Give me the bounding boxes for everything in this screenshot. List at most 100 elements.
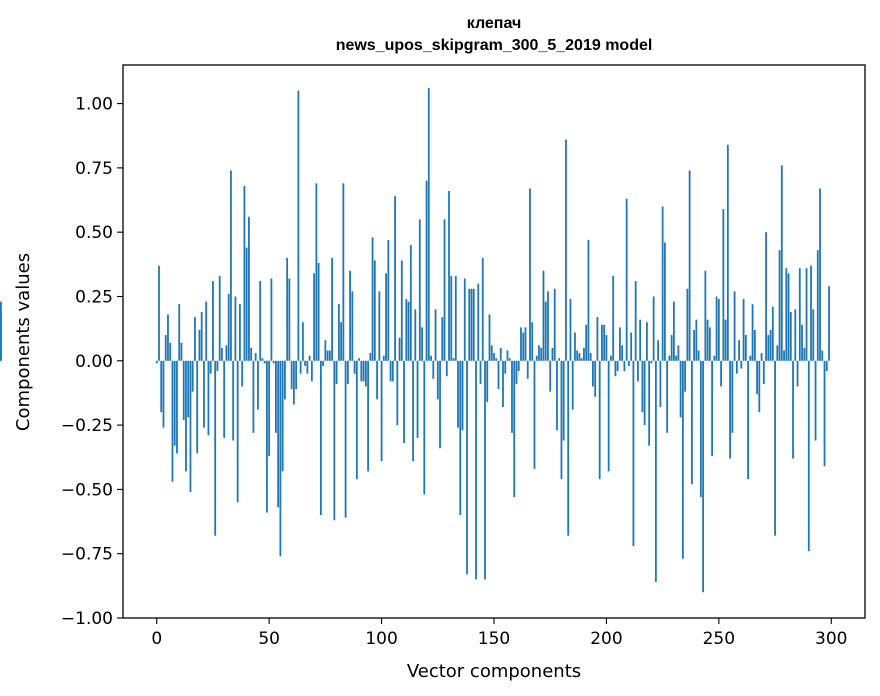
bar-116 [416, 360, 419, 438]
bar-157 [508, 358, 511, 361]
bar-121 [427, 88, 430, 361]
bar-280 [785, 268, 788, 361]
bar-37 [239, 304, 241, 361]
bar-144 [479, 360, 482, 384]
bar-112 [407, 301, 410, 361]
bar-207 [621, 345, 624, 361]
bar-11 [180, 342, 183, 361]
bar-278 [780, 165, 783, 361]
bar-250 [717, 299, 720, 361]
bar-169 [535, 355, 538, 361]
x-tick-label: 50 [258, 629, 280, 649]
bar-60 [290, 360, 293, 390]
bar-221 [652, 296, 655, 361]
bar-14 [187, 360, 190, 418]
bar-141 [472, 288, 475, 361]
y-tick-label: 0.25 [75, 287, 113, 307]
bar-274 [771, 306, 774, 361]
bar-15 [189, 360, 192, 492]
bar-156 [506, 350, 509, 361]
bar-256 [731, 360, 734, 433]
bar-47 [261, 358, 264, 361]
bar-187 [576, 350, 579, 361]
bar-117 [418, 219, 421, 361]
bar-293 [814, 360, 817, 441]
bar-173 [544, 301, 547, 361]
bar-241 [697, 350, 700, 361]
bar-185 [571, 360, 574, 410]
bar-237 [688, 170, 691, 361]
bar-45 [257, 360, 259, 410]
bar-53 [275, 360, 277, 433]
bar-226 [663, 242, 666, 361]
bar-25 [212, 281, 214, 361]
bar-258 [735, 360, 738, 374]
bar-284 [794, 309, 797, 361]
bar-260 [740, 360, 743, 369]
bar-64 [299, 360, 302, 374]
bar-245 [706, 319, 709, 361]
bar-265 [751, 304, 754, 361]
bar-77 [328, 350, 331, 361]
bar-127 [441, 317, 444, 361]
bar-84 [344, 360, 347, 518]
bar-288 [803, 347, 806, 361]
bar-59 [288, 278, 291, 361]
bar-204 [614, 360, 617, 377]
bar-123 [432, 360, 435, 379]
bar-48 [263, 360, 266, 364]
bar-170 [538, 345, 540, 361]
bar-191 [585, 324, 588, 361]
bar-79 [333, 360, 336, 521]
bar-211 [630, 332, 633, 361]
bar-94 [367, 360, 369, 472]
bar-97 [373, 260, 376, 361]
bar-107 [396, 360, 399, 426]
bar-137 [463, 278, 466, 361]
x-tick-label: 100 [365, 629, 397, 649]
bar-206 [619, 327, 621, 361]
bar-68 [308, 355, 311, 361]
bar-298 [825, 360, 828, 372]
plot-frame [122, 64, 866, 619]
bar-101 [382, 355, 385, 361]
bar-263 [747, 360, 749, 480]
bar-224 [659, 360, 662, 408]
bar-96 [371, 237, 374, 361]
bar-251 [720, 360, 722, 387]
bar-186 [574, 332, 576, 361]
bar-39 [243, 185, 246, 361]
bar-168 [533, 360, 536, 469]
bar-128 [443, 219, 446, 361]
bar-261 [742, 299, 745, 361]
bar-176 [551, 347, 554, 361]
bar-196 [596, 317, 599, 361]
bar-167 [531, 322, 534, 361]
bar-246 [708, 327, 711, 361]
chart-subtitle: news_upos_skipgram_300_5_2019 model [336, 37, 653, 54]
bar-285 [796, 360, 799, 387]
bar-32 [227, 293, 230, 361]
bar-90 [358, 358, 360, 361]
bar-93 [364, 360, 367, 387]
bar-248 [713, 355, 716, 361]
bar-272 [767, 335, 770, 361]
bar-239 [693, 329, 696, 361]
y-tick-label: −0.25 [61, 416, 113, 436]
bar-1 [158, 265, 160, 361]
bar-242 [699, 360, 702, 498]
bar-215 [639, 319, 642, 361]
bar-131 [450, 275, 453, 361]
bar-89 [355, 360, 358, 480]
bar-287 [801, 324, 803, 361]
bar-174 [547, 291, 549, 361]
bar-50 [268, 360, 271, 456]
bar-183 [567, 360, 570, 536]
bar-164 [524, 327, 527, 361]
bar-95 [369, 353, 372, 361]
bar-193 [589, 353, 592, 361]
bar-51 [270, 278, 273, 361]
bar-61 [292, 360, 295, 405]
bar-12 [182, 360, 185, 420]
bar-291 [810, 265, 812, 361]
